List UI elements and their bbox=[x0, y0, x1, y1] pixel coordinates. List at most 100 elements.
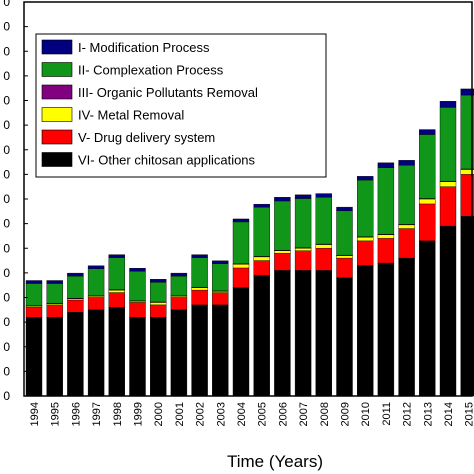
x-tick-label: 2006 bbox=[277, 402, 289, 426]
bar-segment-2013-s0 bbox=[419, 240, 436, 397]
x-tick-label: 2010 bbox=[360, 402, 372, 426]
bar-segment-2005-s0 bbox=[253, 275, 270, 397]
bar-segment-2009-s4 bbox=[336, 210, 353, 256]
bar-segment-1995-s0 bbox=[46, 317, 63, 397]
x-tick-label: 2009 bbox=[340, 402, 352, 426]
x-tick-label: 1998 bbox=[112, 402, 124, 426]
bar-segment-2008-s2 bbox=[315, 244, 332, 249]
bar-segment-2000-s4 bbox=[149, 282, 167, 303]
bar-segment-2001-s5 bbox=[170, 272, 188, 277]
bar-segment-1995-s4 bbox=[46, 283, 63, 304]
bar-segment-1999-s1 bbox=[129, 302, 146, 318]
bar-segment-2008-s4 bbox=[315, 197, 332, 245]
bar-segment-2003-s4 bbox=[212, 263, 229, 292]
bar-segment-2004-s5 bbox=[232, 218, 250, 223]
bar-segment-2014-s2 bbox=[439, 181, 457, 187]
bar-segment-1995-s5 bbox=[46, 280, 63, 284]
bar-segment-2008-s0 bbox=[315, 270, 332, 397]
bar-segment-2006-s2 bbox=[274, 250, 291, 254]
bar-segment-2003-s1 bbox=[212, 292, 229, 306]
bar-segment-2004-s0 bbox=[232, 287, 250, 397]
bar-segment-2012-s5 bbox=[398, 160, 415, 166]
bar-segment-1994-s1 bbox=[25, 307, 43, 318]
bar-segment-1998-s2 bbox=[108, 289, 126, 293]
bar-segment-2012-s1 bbox=[398, 228, 415, 259]
bar-segment-2002-s5 bbox=[191, 254, 208, 258]
bar-segment-1999-s4 bbox=[129, 270, 146, 301]
legend-label: I- Modification Process bbox=[78, 40, 210, 55]
bar-segment-2013-s5 bbox=[419, 129, 436, 135]
bar-segment-1997-s5 bbox=[87, 265, 105, 269]
bar-segment-2006-s5 bbox=[274, 197, 291, 202]
y-tick-label: 0 bbox=[3, 340, 10, 354]
bar-segment-1994-s4 bbox=[25, 283, 43, 306]
bar-segment-1998-s0 bbox=[108, 307, 126, 397]
x-tick-label: 1999 bbox=[133, 402, 145, 426]
x-tick-label: 1997 bbox=[91, 402, 103, 426]
legend-label: II- Complexation Process bbox=[78, 63, 224, 78]
bar-segment-1994-s5 bbox=[25, 280, 43, 284]
bar-segment-2005-s4 bbox=[253, 206, 270, 257]
y-tick-label: 0 bbox=[3, 315, 10, 329]
legend-swatch bbox=[41, 152, 73, 167]
bars-layer bbox=[25, 88, 474, 397]
y-tick-label: 0 bbox=[3, 266, 10, 280]
bar-segment-2010-s1 bbox=[357, 240, 374, 266]
bar-segment-2006-s0 bbox=[274, 270, 291, 397]
y-tick-label: 0 bbox=[3, 167, 10, 181]
bar-segment-2006-s1 bbox=[274, 252, 291, 271]
x-tick-label: 2013 bbox=[422, 402, 434, 426]
bar-segment-2004-s2 bbox=[232, 264, 250, 269]
bar-segment-2009-s5 bbox=[336, 206, 353, 212]
x-tick-label: 2008 bbox=[319, 402, 331, 426]
bar-segment-2002-s4 bbox=[191, 257, 208, 288]
bar-segment-1998-s1 bbox=[108, 292, 126, 308]
y-tick-label: 0 bbox=[3, 118, 10, 132]
bar-segment-2013-s1 bbox=[419, 203, 436, 242]
y-tick-label: 0 bbox=[3, 291, 10, 305]
bar-segment-2001-s1 bbox=[170, 297, 188, 311]
y-tick-label: 0 bbox=[3, 0, 10, 9]
bar-segment-2013-s2 bbox=[419, 198, 436, 205]
bar-segment-2010-s4 bbox=[357, 179, 374, 237]
legend-box bbox=[35, 33, 327, 178]
x-tick-label: 2001 bbox=[174, 402, 186, 426]
bar-segment-2004-s4 bbox=[232, 221, 250, 264]
bar-segment-2012-s2 bbox=[398, 224, 415, 229]
x-tick-label: 2005 bbox=[257, 402, 269, 426]
x-tick-label: 2002 bbox=[195, 402, 207, 426]
bar-segment-2005-s5 bbox=[253, 203, 270, 208]
bar-segment-2007-s4 bbox=[294, 198, 312, 248]
x-tick-label: 2007 bbox=[298, 402, 310, 426]
bar-segment-2007-s0 bbox=[294, 270, 312, 397]
y-tick-label: 0 bbox=[3, 143, 10, 157]
x-tick-label: 2004 bbox=[236, 402, 248, 426]
legend-swatch bbox=[41, 84, 73, 100]
y-tick-label: 0 bbox=[3, 20, 10, 34]
bar-segment-2001-s4 bbox=[170, 275, 188, 296]
legend-label: VI- Other chitosan applications bbox=[78, 153, 256, 168]
bar-segment-2009-s1 bbox=[336, 257, 353, 279]
bar-segment-2010-s2 bbox=[357, 236, 374, 242]
bar-segment-1998-s5 bbox=[108, 254, 126, 258]
bar-segment-2007-s1 bbox=[294, 250, 312, 271]
bar-segment-2015-s5 bbox=[460, 88, 474, 96]
bar-segment-2001-s0 bbox=[170, 309, 188, 397]
bar-segment-2008-s5 bbox=[315, 193, 332, 198]
bar-segment-1997-s1 bbox=[87, 297, 105, 311]
bar-segment-2012-s4 bbox=[398, 165, 415, 225]
bar-segment-2010-s0 bbox=[357, 265, 374, 397]
bar-segment-2005-s1 bbox=[253, 260, 270, 276]
bar-segment-2011-s0 bbox=[377, 262, 395, 397]
bar-segment-2003-s5 bbox=[212, 260, 229, 264]
bar-segment-2009-s2 bbox=[336, 255, 353, 259]
legend-label: III- Organic Pollutants Removal bbox=[78, 85, 258, 100]
bar-segment-2011-s4 bbox=[377, 167, 395, 235]
bar-segment-1994-s0 bbox=[25, 317, 43, 397]
x-axis: 1994 1995 1996 1997 1998 1999 2000 2001 2002 2003… bbox=[29, 392, 474, 426]
x-tick-label: 2003 bbox=[215, 402, 227, 426]
bar-segment-2014-s1 bbox=[439, 186, 457, 227]
bar-segment-2009-s0 bbox=[336, 277, 353, 397]
bar-segment-1999-s5 bbox=[129, 267, 146, 272]
